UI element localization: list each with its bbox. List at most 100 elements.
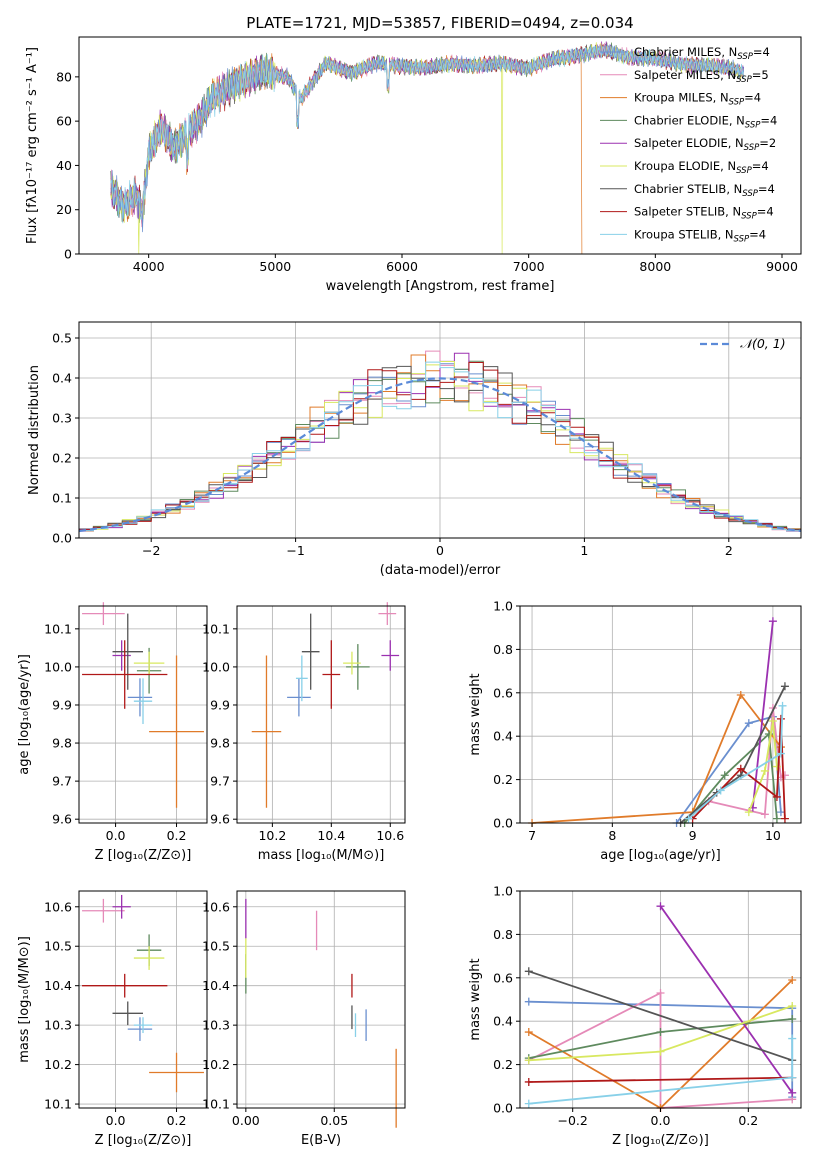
legend-entry: Chabrier MILES, NSSP=4: [634, 45, 770, 62]
series-marker: [716, 786, 725, 795]
x-axis-label: wavelength [Angstrom, rest frame]: [326, 279, 555, 294]
series-line: [751, 621, 774, 808]
y-tick-label: 0.8: [493, 642, 513, 657]
legend-entry: 𝒩(0, 1): [740, 336, 786, 351]
y-tick-label: 0.3: [52, 411, 72, 426]
series-line: [531, 693, 782, 824]
spectrum-legend: Chabrier MILES, NSSP=4 Salpeter MILES, NS…: [600, 45, 777, 244]
histogram-step: [78, 361, 801, 538]
x-tick-label: 6000: [386, 259, 418, 274]
series-marker: [772, 762, 781, 771]
series-marker: [776, 808, 785, 817]
x-axis-label: age [log₁₀(age/yr)]: [600, 848, 721, 863]
x-tick-label: −2: [142, 543, 160, 558]
series-marker: [656, 988, 665, 997]
y-tick-label: 0: [64, 247, 72, 262]
y-tick-label: 9.8: [210, 736, 230, 751]
x-axis-label: Z [log₁₀(Z/Z⊙)]: [95, 848, 192, 863]
y-axis-label: Normed distribution: [27, 365, 42, 495]
y-tick-label: 10.3: [202, 1018, 230, 1033]
x-tick-label: 10.2: [258, 828, 286, 843]
x-tick-label: 0.05: [320, 1113, 348, 1128]
series-marker: [720, 771, 729, 780]
y-tick-label: 0.8: [493, 927, 513, 942]
series-marker: [524, 1099, 533, 1108]
y-tick-label: 9.8: [52, 736, 72, 751]
series-marker: [524, 1077, 533, 1086]
series-marker: [656, 902, 665, 911]
series-marker: [772, 792, 781, 801]
series-marker: [768, 717, 777, 726]
series-marker: [788, 1002, 797, 1011]
x-tick-label: 9000: [766, 259, 798, 274]
series-marker: [768, 617, 777, 626]
series-marker: [772, 814, 781, 823]
legend-entry: Chabrier ELODIE, NSSP=4: [634, 113, 777, 130]
legend-entry: Salpeter MILES, NSSP=5: [634, 68, 769, 85]
axes-frame: [236, 605, 406, 824]
y-tick-label: 9.6: [52, 812, 72, 827]
mass-weight-vs-z-panel: −0.2 0.0 0.2 0.0 0.2 0.4 0.6 0.8 1.0 Z [log₁₀(Z/Z…: [468, 884, 802, 1148]
y-tick-label: 10.4: [44, 978, 72, 993]
legend-entry: Kroupa MILES, NSSP=4: [634, 91, 761, 108]
series-marker: [788, 1015, 797, 1024]
axes-frame: [78, 890, 208, 1109]
x-tick-label: 0.2: [167, 828, 187, 843]
figure-title: PLATE=1721, MJD=53857, FIBERID=0494, z=0…: [246, 14, 633, 32]
axes-frame: [78, 605, 208, 824]
x-tick-label: 5000: [259, 259, 291, 274]
x-tick-label: 9: [689, 828, 697, 843]
series-line: [747, 720, 778, 813]
y-tick-label: 40: [56, 158, 72, 173]
y-tick-label: 10.1: [44, 621, 72, 636]
plot-area: [78, 350, 802, 538]
plot-area: [110, 41, 745, 255]
y-axis-label: mass weight: [468, 958, 483, 1040]
series-marker: [788, 975, 797, 984]
series-line: [688, 705, 784, 820]
y-tick-label: 10.1: [44, 1097, 72, 1112]
mass-weight-vs-age-panel: 7 8 9 10 0.0 0.2 0.4 0.6 0.8 1.0 age [log₁₀(age/yr…: [468, 599, 802, 863]
y-tick-label: 9.9: [210, 697, 230, 712]
y-tick-label: 9.9: [52, 697, 72, 712]
series-marker: [736, 690, 745, 699]
series-marker: [656, 1028, 665, 1037]
y-tick-label: 10.1: [202, 621, 230, 636]
y-tick-label: 10.2: [202, 1057, 230, 1072]
y-axis-label: Flux [fλ10⁻¹⁷ erg cm⁻² s⁻¹ A⁻¹]: [25, 47, 40, 244]
x-tick-label: 0.2: [738, 1113, 758, 1128]
legend-entry: Kroupa ELODIE, NSSP=4: [634, 159, 769, 176]
series-line: [683, 732, 778, 824]
series-marker: [736, 764, 745, 773]
series-marker: [778, 701, 787, 710]
x-tick-label: −1: [286, 543, 304, 558]
y-tick-label: 0.1: [52, 491, 72, 506]
x-axis-label: (data-model)/error: [380, 563, 501, 578]
series-marker: [760, 766, 769, 775]
x-tick-label: 10: [765, 828, 781, 843]
y-axis-label: age [log₁₀(age/yr)]: [17, 654, 32, 775]
y-tick-label: 0.2: [52, 451, 72, 466]
y-tick-label: 10.1: [202, 1097, 230, 1112]
y-tick-label: 0.4: [493, 1014, 513, 1029]
y-tick-label: 10.6: [44, 899, 72, 914]
y-axis-label: mass [log₁₀(M/M⊙)]: [17, 936, 32, 1063]
y-tick-label: 10.6: [202, 899, 230, 914]
x-axis-label: mass [log₁₀(M/M⊙)]: [258, 848, 385, 863]
histogram-panel: −2 −1 0 1 2 0.0 0.1 0.2 0.3 0.4 0.5 (data-model)/er…: [27, 321, 802, 578]
y-tick-label: 0.2: [493, 772, 513, 787]
legend-entry: Salpeter ELODIE, NSSP=2: [634, 136, 776, 153]
axes-frame: [236, 890, 406, 1109]
series-line: [528, 1076, 793, 1083]
x-axis-label: Z [log₁₀(Z/Z⊙)]: [612, 1133, 709, 1148]
y-axis-label: mass weight: [468, 673, 483, 755]
plot-area: [82, 602, 204, 808]
x-tick-label: 8: [608, 828, 616, 843]
x-tick-label: 0: [436, 543, 444, 558]
y-tick-label: 60: [56, 114, 72, 129]
legend-entry: Chabrier STELIB, NSSP=4: [634, 182, 775, 199]
y-tick-label: 0.0: [52, 531, 72, 546]
x-tick-label: 0.2: [167, 1113, 187, 1128]
series-marker: [524, 1056, 533, 1065]
